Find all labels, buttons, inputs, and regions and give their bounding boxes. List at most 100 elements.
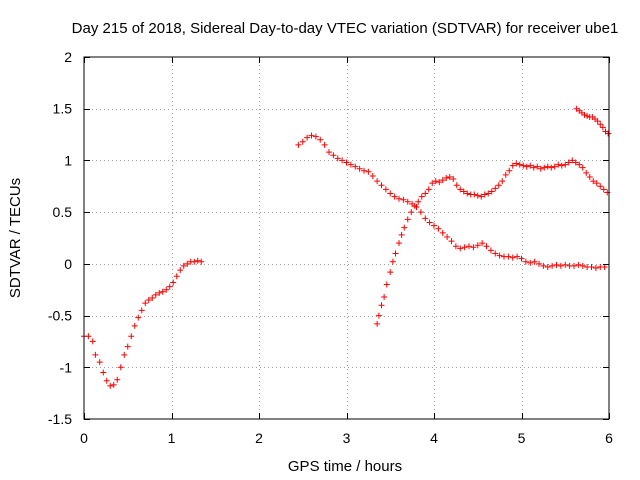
data-point	[163, 286, 170, 293]
data-point	[383, 281, 390, 288]
data-point	[400, 196, 407, 203]
y-tick-label: 1	[64, 152, 72, 168]
x-tick-label: 1	[168, 430, 176, 446]
data-point	[401, 224, 408, 231]
data-point	[173, 273, 180, 280]
data-point	[492, 185, 499, 192]
data-point	[425, 186, 432, 193]
y-tick-label: -1.5	[48, 411, 72, 427]
data-point	[194, 257, 201, 264]
x-tick-label: 3	[343, 430, 351, 446]
data-point	[411, 202, 418, 209]
y-tick-label: -1	[60, 359, 73, 375]
data-point	[464, 190, 471, 197]
data-point	[387, 190, 394, 197]
data-point	[444, 233, 451, 240]
data-point	[583, 169, 590, 176]
data-point	[436, 179, 443, 186]
data-point	[191, 258, 198, 265]
data-point	[541, 164, 548, 171]
data-point	[365, 168, 372, 175]
series-arc-4	[573, 105, 612, 137]
data-point	[549, 262, 556, 269]
data-point	[432, 178, 439, 185]
data-point	[378, 302, 385, 309]
data-point	[415, 198, 422, 205]
data-point	[588, 263, 595, 270]
data-point	[516, 161, 523, 168]
data-point	[481, 191, 488, 198]
data-point	[551, 163, 558, 170]
data-point	[198, 258, 205, 265]
data-point	[527, 259, 534, 266]
data-point	[85, 333, 92, 340]
data-point	[422, 215, 429, 222]
data-point	[417, 209, 424, 216]
data-point	[592, 264, 599, 271]
data-point	[135, 314, 142, 321]
data-point	[107, 382, 114, 389]
data-point	[131, 322, 138, 329]
data-point	[466, 243, 472, 250]
data-point	[396, 195, 402, 202]
y-tick-label: -0.5	[48, 308, 72, 324]
data-point	[518, 255, 525, 262]
data-point	[499, 178, 506, 185]
data-point	[404, 198, 411, 205]
data-point	[299, 138, 306, 145]
data-point	[513, 160, 520, 167]
y-tick-label: 1.5	[53, 101, 73, 117]
data-point	[594, 118, 601, 125]
data-point	[460, 188, 467, 195]
data-point	[523, 163, 530, 170]
data-point	[474, 242, 481, 249]
data-point	[514, 253, 521, 260]
data-point	[509, 254, 516, 261]
data-point	[590, 178, 597, 185]
data-point	[485, 190, 492, 197]
data-point	[453, 182, 460, 189]
data-point	[184, 260, 191, 267]
data-point	[334, 155, 341, 162]
data-point	[461, 244, 468, 251]
data-point	[387, 269, 394, 276]
data-point	[308, 132, 315, 139]
data-point	[600, 186, 607, 193]
data-point	[534, 163, 541, 170]
data-point	[581, 111, 588, 118]
data-point	[531, 258, 538, 265]
data-point	[505, 253, 512, 260]
data-point	[548, 164, 555, 171]
data-point	[443, 175, 450, 182]
data-point	[575, 261, 582, 268]
data-point	[117, 364, 124, 371]
data-point	[103, 377, 110, 384]
data-point	[572, 159, 579, 166]
grid	[84, 57, 609, 419]
data-point	[426, 219, 433, 226]
data-point	[597, 183, 604, 190]
data-point	[128, 333, 135, 340]
data-point	[502, 171, 509, 178]
data-point	[522, 258, 529, 265]
x-tick-label: 6	[605, 430, 613, 446]
data-point	[527, 162, 534, 169]
data-point	[418, 193, 425, 200]
data-point	[330, 152, 337, 159]
data-point	[605, 130, 612, 137]
data-point	[124, 343, 131, 350]
data-point	[404, 216, 411, 223]
data-point	[439, 229, 446, 236]
data-point	[470, 244, 477, 251]
data-point	[431, 222, 437, 229]
data-point	[356, 165, 363, 172]
data-point	[149, 294, 156, 301]
data-point	[304, 134, 311, 141]
data-point	[593, 180, 600, 187]
data-point	[597, 121, 604, 128]
data-point	[389, 258, 396, 265]
data-point	[448, 238, 455, 245]
x-axis-tick-labels: 0 1 2 3 4 5 6	[80, 430, 613, 446]
data-point	[557, 262, 564, 269]
